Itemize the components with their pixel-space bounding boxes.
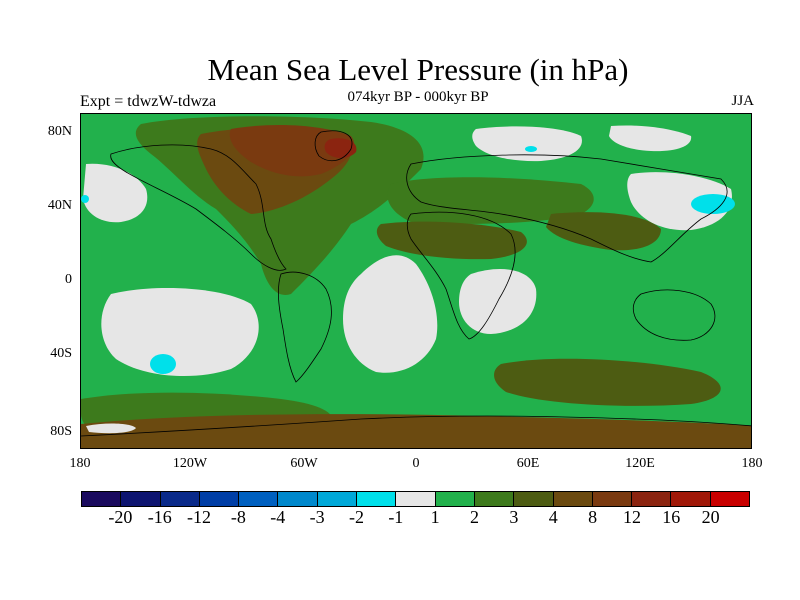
neutral-region-antarctic-strip (86, 423, 136, 434)
neutral-region-north-pacific (627, 172, 732, 231)
coast-eurasia (406, 154, 728, 263)
x-tick-label: 60E (516, 456, 540, 471)
experiment-label: Expt = tdwzW-tdwza (80, 93, 217, 110)
y-tick-label: 80S (50, 424, 72, 439)
season-label: JJA (731, 93, 754, 109)
colorbar-label: 20 (701, 507, 720, 527)
colorbar (81, 491, 750, 507)
colorbar-swatch (121, 492, 161, 506)
colorbar-label: 8 (588, 507, 598, 527)
coast-south-america (277, 271, 332, 383)
colorbar-swatch (317, 492, 358, 506)
colorbar-label: -16 (147, 507, 172, 527)
coast-greenland (314, 130, 353, 162)
colorbar-label: -12 (187, 507, 212, 527)
colorbar-label: -8 (230, 507, 246, 527)
colorbar-swatch (239, 492, 279, 506)
x-tick-label: 180 (741, 456, 763, 471)
colorbar-label: -4 (270, 507, 286, 527)
coast-north-america (110, 144, 287, 271)
neutral-region-arctic-east (609, 125, 692, 152)
negative-spot-arctic (525, 146, 537, 152)
colorbar-swatch (710, 492, 750, 506)
colorbar-swatch (435, 492, 475, 506)
colorbar-label: -2 (348, 507, 364, 527)
colorbar-label: 1 (430, 507, 440, 527)
y-tick-label: 80N (47, 124, 72, 139)
colorbar-label: 4 (548, 507, 558, 527)
y-tick-label: 0 (65, 272, 72, 287)
negative-spot-west-pacific (81, 195, 89, 203)
x-tick-label: 120E (625, 456, 655, 471)
colorbar-swatch (592, 492, 633, 506)
x-tick-label: 180 (69, 456, 91, 471)
colorbar-swatch (553, 492, 593, 506)
colorbar-swatch (474, 492, 515, 506)
colorbar-swatch (82, 492, 122, 506)
colorbar-swatch (160, 492, 200, 506)
neutral-region-south-pacific (101, 288, 259, 377)
x-tick-label: 60W (290, 456, 318, 471)
neutral-region-east-pacific (83, 163, 148, 223)
y-tick-label: 40N (47, 198, 72, 213)
colorbar-swatch (278, 492, 318, 506)
colorbar-swatch (357, 492, 397, 506)
colorbar-label: 12 (622, 507, 641, 527)
anomaly-region-antarctic (81, 414, 751, 448)
colorbar-label: 3 (509, 507, 519, 527)
colorbar-swatch (199, 492, 240, 506)
anomaly-region-greenland (229, 124, 355, 177)
colorbar-swatch (632, 492, 672, 506)
anomaly-region-central-asia (546, 212, 661, 251)
x-tick-label: 0 (412, 456, 420, 471)
colorbar-swatch (671, 492, 711, 506)
colorbar-label: -3 (309, 507, 325, 527)
chart-subtitle: 074kyr BP - 000kyr BP (347, 89, 489, 105)
colorbar-label: 16 (662, 507, 681, 527)
colorbar-swatch (514, 492, 554, 506)
anomaly-region-southern-ocean-east (494, 358, 721, 406)
colorbar-label: -1 (388, 507, 404, 527)
coast-australia (632, 289, 716, 341)
negative-spot-south-pacific (150, 354, 176, 374)
coastlines (81, 130, 751, 437)
neutral-region-siberia (472, 126, 582, 162)
y-tick-label: 40S (50, 346, 72, 361)
coast-antarctica (81, 415, 751, 437)
pressure-field-map (81, 114, 751, 448)
colorbar-label: 2 (470, 507, 480, 527)
coast-africa (406, 211, 516, 340)
anomaly-region-north-africa (376, 221, 527, 260)
map-panel (80, 113, 752, 449)
x-tick-label: 120W (172, 456, 208, 471)
chart-title: Mean Sea Level Pressure (in hPa) (207, 52, 629, 87)
neutral-region-south-atlantic (343, 255, 438, 373)
negative-spot-north-pacific (691, 194, 735, 214)
colorbar-swatch (396, 492, 436, 506)
colorbar-label: -20 (108, 507, 133, 527)
